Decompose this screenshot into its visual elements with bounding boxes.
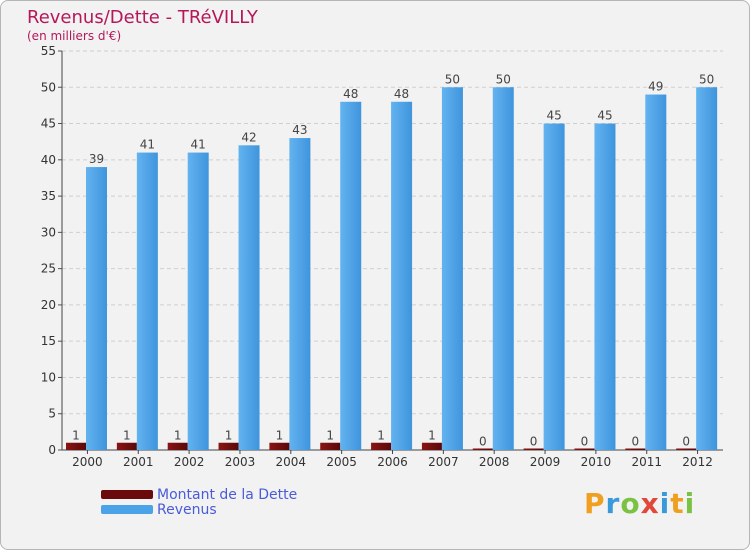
x-tick-label-2007: 2007 xyxy=(428,455,459,469)
y-tick-label: 35 xyxy=(41,189,56,203)
data-label-debt-2000: 1 xyxy=(72,429,80,443)
bar-revenus-2006 xyxy=(391,101,413,451)
chart-subtitle: (en milliers d'€) xyxy=(27,29,122,43)
bar-debt-2002 xyxy=(167,442,188,450)
logo-letter: P xyxy=(584,487,606,520)
logo-letter: i xyxy=(659,487,671,520)
bar-debt-2010 xyxy=(574,448,595,450)
data-label-revenus-2012: 50 xyxy=(699,72,714,86)
data-label-revenus-2002: 41 xyxy=(191,138,206,152)
data-label-debt-2007: 1 xyxy=(428,429,436,443)
logo-letter: x xyxy=(640,487,660,520)
data-label-revenus-2003: 42 xyxy=(241,130,256,144)
data-label-revenus-2008: 50 xyxy=(496,72,511,86)
y-tick-label: 15 xyxy=(41,334,56,348)
bar-revenus-2003 xyxy=(238,145,260,451)
y-tick-label: 0 xyxy=(48,443,56,457)
bar-debt-2007 xyxy=(421,442,442,450)
bar-debt-2006 xyxy=(371,442,392,450)
legend-swatch-revenus xyxy=(101,505,153,514)
logo-letter: i xyxy=(684,487,696,520)
x-tick-label-2010: 2010 xyxy=(581,455,612,469)
data-label-debt-2002: 1 xyxy=(174,429,182,443)
legend-swatch-debt xyxy=(101,490,153,499)
bar-debt-2005 xyxy=(320,442,341,450)
bar-debt-2008 xyxy=(472,448,493,450)
data-label-debt-2004: 1 xyxy=(276,429,284,443)
y-tick-label: 20 xyxy=(41,298,56,312)
data-label-revenus-2005: 48 xyxy=(343,87,358,101)
bar-debt-2012 xyxy=(676,448,697,450)
legend-label-revenus: Revenus xyxy=(157,501,217,518)
x-tick-label-2000: 2000 xyxy=(72,455,103,469)
x-tick-label-2012: 2012 xyxy=(682,455,713,469)
data-label-debt-2003: 1 xyxy=(225,429,233,443)
bar-revenus-2010 xyxy=(594,123,616,450)
data-label-debt-2006: 1 xyxy=(377,429,385,443)
data-label-debt-2005: 1 xyxy=(326,429,334,443)
bar-debt-2000 xyxy=(66,442,86,450)
x-tick-label-2008: 2008 xyxy=(479,455,510,469)
bar-revenus-2007 xyxy=(441,87,463,450)
legend: Montant de la Dette Revenus xyxy=(101,486,298,518)
data-label-debt-2011: 0 xyxy=(631,435,639,449)
bar-revenus-2008 xyxy=(492,87,514,450)
bar-revenus-2001 xyxy=(136,152,158,450)
x-tick-label-2009: 2009 xyxy=(530,455,561,469)
bar-revenus-2005 xyxy=(340,101,362,451)
x-tick-label-2002: 2002 xyxy=(174,455,205,469)
x-tick-label-2001: 2001 xyxy=(123,455,154,469)
legend-item-debt: Montant de la Dette xyxy=(101,486,298,503)
y-tick-label: 45 xyxy=(41,117,56,131)
bar-revenus-2004 xyxy=(289,138,311,450)
data-label-debt-2008: 0 xyxy=(479,435,487,449)
legend-label-debt: Montant de la Dette xyxy=(157,486,298,503)
y-tick-label: 10 xyxy=(41,370,56,384)
y-tick-label: 40 xyxy=(41,153,56,167)
y-tick-label: 30 xyxy=(41,225,56,239)
data-label-revenus-2009: 45 xyxy=(546,109,561,123)
y-tick-label: 50 xyxy=(41,80,56,94)
data-label-revenus-2000: 39 xyxy=(89,152,104,166)
data-label-revenus-2010: 45 xyxy=(597,109,612,123)
bar-debt-2009 xyxy=(523,448,544,450)
logo-letter: r xyxy=(605,487,621,520)
bar-debt-2003 xyxy=(218,442,239,450)
bar-revenus-2000 xyxy=(86,167,107,450)
bar-revenus-2002 xyxy=(187,152,209,450)
bar-revenus-2011 xyxy=(645,94,667,450)
data-label-revenus-2004: 43 xyxy=(292,123,307,137)
x-tick-label-2011: 2011 xyxy=(631,455,662,469)
bar-revenus-2012 xyxy=(696,87,718,450)
x-tick-label-2005: 2005 xyxy=(326,455,357,469)
legend-item-revenus: Revenus xyxy=(101,501,297,518)
data-label-debt-2010: 0 xyxy=(581,435,589,449)
x-tick-label-2003: 2003 xyxy=(225,455,256,469)
data-label-revenus-2011: 49 xyxy=(648,80,663,94)
x-tick-label-2004: 2004 xyxy=(276,455,307,469)
data-label-revenus-2007: 50 xyxy=(445,72,460,86)
data-label-revenus-2006: 48 xyxy=(394,87,409,101)
data-label-revenus-2001: 41 xyxy=(140,138,155,152)
x-tick-label-2006: 2006 xyxy=(377,455,408,469)
chart-title: Revenus/Dette - TRéVILLY xyxy=(27,7,258,28)
logo-letter: o xyxy=(620,487,641,520)
data-label-debt-2009: 0 xyxy=(530,435,538,449)
bar-debt-2011 xyxy=(625,448,646,450)
bar-debt-2001 xyxy=(116,442,137,450)
data-label-debt-2001: 1 xyxy=(123,429,131,443)
proxiti-logo: Proxiti xyxy=(584,487,695,520)
bar-revenus-2009 xyxy=(543,123,565,450)
y-tick-label: 55 xyxy=(41,44,56,58)
data-label-debt-2012: 0 xyxy=(682,435,690,449)
y-tick-label: 5 xyxy=(48,407,56,421)
logo-letter: t xyxy=(670,487,685,520)
bar-debt-2004 xyxy=(269,442,290,450)
y-tick-label: 25 xyxy=(41,262,56,276)
